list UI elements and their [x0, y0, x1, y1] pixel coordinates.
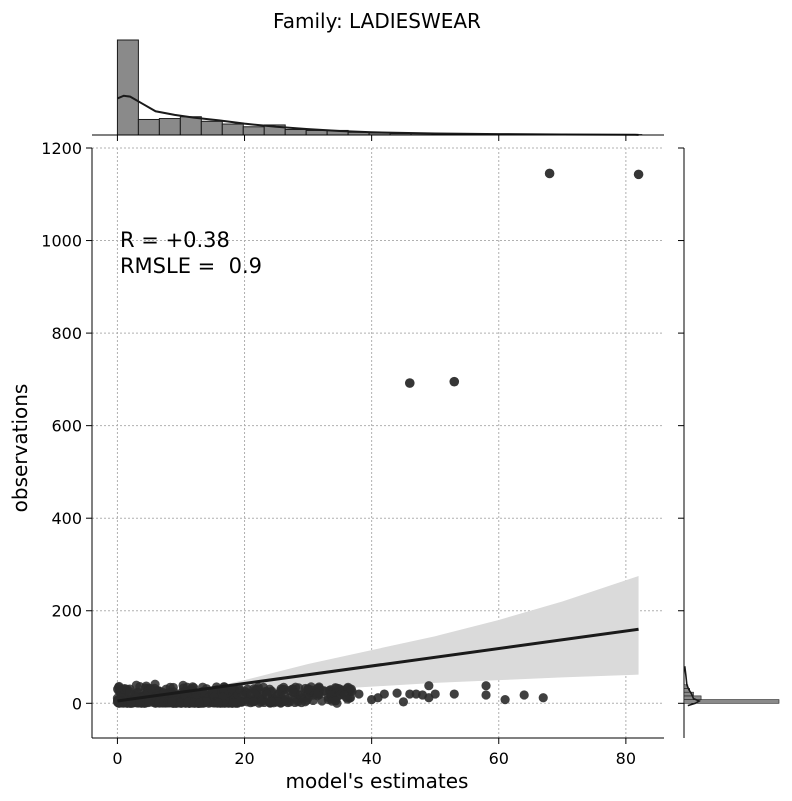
scatter-point: [354, 689, 364, 699]
scatter-point: [113, 682, 124, 692]
scatter-point: [424, 681, 434, 691]
top-histogram-bar: [158, 118, 181, 136]
x-tick-label: 20: [234, 749, 254, 768]
outlier-point: [544, 168, 555, 179]
outlier-point: [404, 378, 415, 388]
y-tick-label: 200: [51, 602, 82, 621]
scatter-point: [266, 697, 276, 707]
top-histogram-bar: [242, 126, 265, 136]
scatter-point: [235, 696, 245, 707]
y-tick-label: 1200: [41, 139, 82, 158]
top-histogram-bar: [284, 129, 307, 136]
top-histogram-bar: [221, 123, 244, 136]
scatter-point: [346, 684, 356, 694]
scatter-point: [343, 694, 353, 704]
top-histogram-bar: [116, 39, 139, 136]
top-histogram-bar: [137, 118, 160, 136]
outlier-point: [633, 169, 644, 180]
y-tick-label: 0: [72, 694, 82, 713]
top-kde-curve: [117, 94, 639, 136]
scatter-point: [256, 697, 266, 707]
scatter-point: [449, 689, 459, 699]
scatter-point: [392, 688, 402, 698]
scatter-point: [481, 681, 491, 691]
top-marginal-histogram: [92, 39, 664, 141]
x-axis-label: model's estimates: [286, 769, 469, 793]
scatter-point: [500, 694, 510, 705]
regression-line: [117, 627, 639, 703]
scatter-point: [481, 690, 491, 700]
x-tick-label: 60: [489, 749, 509, 768]
scatter-point: [273, 697, 283, 707]
top-histogram-bar: [200, 120, 223, 136]
stats-annotation: R = +0.38: [120, 228, 230, 252]
scatter-point: [330, 696, 341, 706]
scatter-point: [288, 687, 298, 697]
scatter-point: [405, 689, 415, 699]
top-histogram-bar: [305, 129, 328, 136]
scatter-point: [167, 697, 177, 707]
y-tick-label: 600: [51, 417, 82, 436]
stats-annotation: RMSLE = 0.9: [120, 254, 262, 278]
scatter-point: [296, 697, 307, 708]
scatter-point: [234, 683, 244, 694]
scatter-point: [319, 686, 329, 696]
scatter-point: [303, 684, 313, 694]
x-tick-label: 40: [361, 749, 381, 768]
scatter-point: [398, 697, 409, 707]
y-tick-label: 400: [51, 509, 82, 528]
scatter-point: [430, 689, 440, 699]
y-tick-label: 1000: [41, 232, 82, 251]
x-tick-label: 80: [616, 749, 636, 768]
scatter-point: [228, 697, 238, 708]
scatter-point: [245, 689, 256, 699]
top-histogram-bar: [179, 116, 202, 136]
confidence-band: [117, 576, 639, 702]
chart-title: Family: LADIESWEAR: [273, 9, 481, 33]
scatter-point: [178, 680, 188, 691]
scatter-point: [248, 697, 258, 707]
scatter-point: [258, 682, 269, 692]
right-histogram-bar: [683, 699, 780, 704]
scatter-point: [133, 698, 143, 708]
y-axis-label: observations: [8, 384, 32, 513]
scatter-point: [519, 690, 529, 700]
scatter-point: [143, 697, 154, 708]
scatter-point: [538, 693, 548, 703]
scatter-point: [379, 689, 389, 699]
scatter-point: [290, 697, 300, 708]
outlier-point: [449, 376, 460, 387]
scatter-point: [146, 684, 156, 694]
right-marginal-histogram: [678, 147, 780, 738]
scatter-point: [194, 698, 205, 708]
scatter-point: [135, 682, 145, 692]
scatter-point: [262, 689, 272, 699]
scatter-point: [175, 698, 185, 708]
scatter-point: [213, 698, 224, 708]
y-tick-label: 800: [51, 324, 82, 343]
scatter-point: [125, 687, 135, 697]
right-kde-curve: [683, 666, 701, 707]
x-tick-label: 0: [112, 749, 122, 768]
